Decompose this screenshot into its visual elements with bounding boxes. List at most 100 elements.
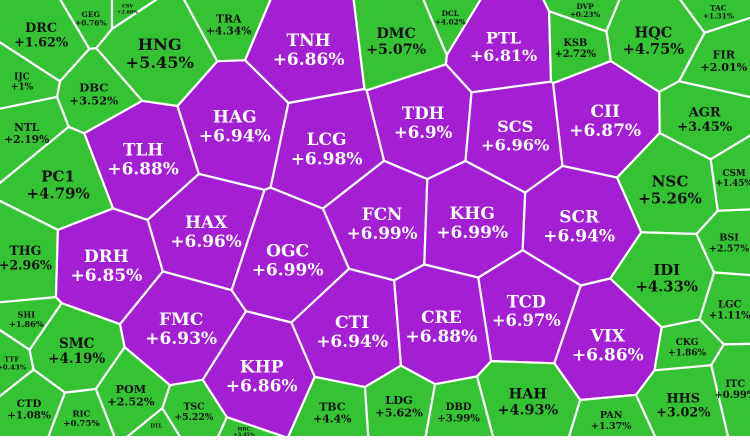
change-label: +3.45% [677,120,733,135]
change-label: +2.57% [709,243,750,254]
change-label: +5.45% [126,53,194,72]
ticker-label: SCS [497,117,533,136]
ticker-label: TBC [319,401,346,414]
ticker-label: IDI [653,262,680,279]
change-label: +6.88% [405,327,477,347]
ticker-label: CII [590,102,619,122]
change-label: +6.94% [316,332,388,352]
ticker-label: HQC [634,25,672,42]
ticker-label: DBC [79,81,108,95]
ticker-label: HAG [213,108,257,128]
change-label: +1.86% [9,319,44,329]
change-label: +6.86% [572,346,644,366]
ticker-label: TNH [286,31,330,51]
change-label: +3.02% [656,406,710,421]
change-label: +2.52% [107,395,155,409]
change-label: +2.19% [4,133,49,146]
change-label: +6.97% [492,311,561,330]
ticker-label: VIX [590,327,626,347]
change-label: +6.85% [70,266,142,286]
cell-label-dtl: DTL [150,424,162,430]
ticker-label: ITC [725,379,745,390]
change-label: +6.99% [347,223,418,243]
ticker-label: TDH [402,103,444,123]
ticker-label: NSC [652,173,689,191]
change-label: +3.52% [70,93,119,107]
change-label: +6.9% [394,122,453,142]
change-label: +4.19% [48,351,105,367]
change-label: +4.33% [635,279,698,296]
change-label: +6.86% [226,377,298,397]
ticker-label: LCG [307,130,347,150]
ticker-label: HNG [138,35,182,54]
change-label: +1.62% [14,35,68,50]
change-label: +4.93% [497,402,558,419]
change-label: +6.99% [252,260,324,280]
ticker-label: TSC [183,402,204,413]
ticker-label: HHS [666,391,700,406]
ticker-label: AGR [688,105,721,120]
ticker-label: BSI [719,233,739,244]
ticker-label: CTI [335,313,369,333]
change-label: +0.76% [75,18,107,27]
ticker-label: DRH [84,247,129,267]
change-label: +3.45% [234,432,255,436]
ticker-label: KHP [240,358,284,378]
ticker-label: DTL [150,424,162,430]
change-label: +4.79% [26,184,89,202]
ticker-label: PTL [486,28,521,47]
change-label: +1.86% [668,348,706,358]
ticker-label: PC1 [41,168,75,186]
change-label: +4.02% [435,17,466,26]
ticker-label: TRA [216,13,242,26]
ticker-label: CRE [421,308,462,328]
ticker-label: LGC [718,299,741,310]
change-label: +1.45% [716,179,750,189]
change-label: +3.99% [437,413,480,424]
ticker-label: THG [9,243,41,258]
change-label: +0.43% [0,363,27,371]
ticker-label: KHG [450,204,495,224]
ticker-label: SCR [559,208,600,228]
change-label: +4.75% [623,41,684,58]
ticker-label: FIR [713,49,736,62]
ticker-label: FCN [362,204,403,224]
ticker-label: FMC [159,310,203,330]
ticker-label: CSM [723,169,746,179]
change-label: +5.07% [366,42,426,58]
ticker-label: KSB [563,38,587,49]
ticker-label: OGC [266,241,309,261]
change-label: +6.94% [199,127,271,147]
ticker-label: HAH [509,386,547,403]
change-label: +0.23% [570,10,601,19]
ticker-label: HAX [185,212,228,232]
change-label: +5.22% [174,412,213,423]
ticker-label: DBD [446,402,472,413]
change-label: +1.31% [703,12,734,21]
ticker-label: DRC [25,21,57,36]
change-label: +2.96% [0,257,52,272]
change-label: +4.4% [313,413,352,426]
change-label: +0.99% [714,390,750,401]
change-label: +6.93% [145,329,217,349]
change-label: +2.69% [117,9,138,15]
change-label: +1.37% [591,421,632,432]
ticker-label: RIC [72,409,90,419]
cell-label-tdh: TDH+6.9% [394,103,453,142]
ticker-label: TCD [507,293,546,312]
ticker-label: TLH [123,140,163,160]
change-label: +6.81% [470,46,537,65]
ticker-label: PAN [600,410,623,421]
ticker-label: IJC [14,72,30,82]
change-label: +1.11% [709,310,750,321]
change-label: +0.75% [63,419,99,429]
ticker-label: CTD [17,398,42,410]
change-label: +2.72% [555,49,597,60]
change-label: +2.01% [700,61,747,74]
ticker-label: SMC [59,336,95,352]
change-label: +6.86% [273,50,345,70]
change-label: +6.96% [481,135,549,154]
change-label: +6.98% [291,149,363,169]
